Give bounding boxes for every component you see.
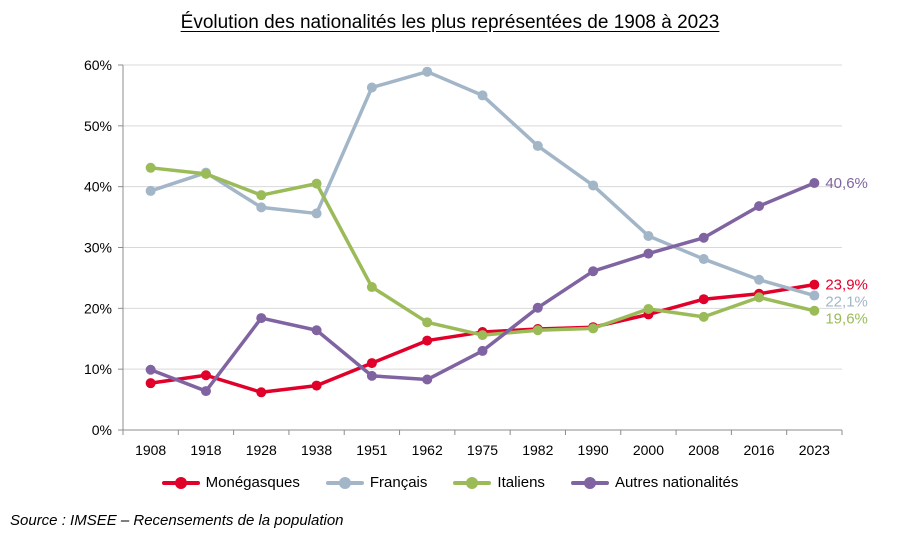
x-tick-label: 1975 bbox=[467, 442, 498, 458]
data-point bbox=[366, 82, 377, 93]
data-point bbox=[698, 294, 709, 305]
end-value-label: 19,6% bbox=[825, 311, 868, 328]
x-tick-label: 1951 bbox=[356, 442, 387, 458]
data-point bbox=[256, 202, 267, 213]
data-point bbox=[145, 185, 156, 196]
legend-swatch bbox=[325, 476, 364, 489]
x-tick-label: 1918 bbox=[190, 442, 221, 458]
chart-title: Évolution des nationalités les plus repr… bbox=[180, 12, 720, 33]
data-point bbox=[809, 178, 820, 189]
data-point bbox=[532, 140, 543, 151]
axes: 0% 10% 20% 30% 40% 50% 60% 1908 1918 1928 1938 1951… bbox=[84, 57, 843, 458]
data-point bbox=[532, 302, 543, 313]
data-point bbox=[422, 374, 433, 385]
x-tick-label: 1938 bbox=[301, 442, 332, 458]
legend-swatch bbox=[161, 476, 200, 489]
legend-item: Autres nationalités bbox=[570, 474, 739, 491]
end-labels: 40,6% 23,9%22,1%19,6% bbox=[825, 175, 868, 328]
end-value-label: 40,6% bbox=[825, 175, 868, 192]
x-tick-label: 2023 bbox=[799, 442, 830, 458]
legend-swatch bbox=[570, 476, 609, 489]
series-line bbox=[148, 69, 817, 298]
data-point bbox=[643, 230, 654, 241]
data-point bbox=[809, 305, 820, 316]
y-tick-label: 10% bbox=[84, 361, 112, 377]
source-note: Source : IMSEE – Recensements de la popu… bbox=[10, 512, 344, 529]
data-point bbox=[200, 386, 211, 397]
legend: Monégasques Français Italiens Autres nation… bbox=[0, 474, 900, 491]
y-tick-label: 40% bbox=[84, 179, 112, 195]
data-point bbox=[311, 380, 322, 391]
data-point bbox=[643, 248, 654, 259]
data-point bbox=[588, 323, 599, 334]
series-italiens bbox=[145, 162, 820, 341]
data-point bbox=[256, 313, 267, 324]
legend-item: Italiens bbox=[453, 474, 545, 491]
series-fran-ais bbox=[145, 66, 820, 301]
data-point bbox=[145, 364, 156, 375]
data-point bbox=[809, 279, 820, 290]
series-lines bbox=[145, 66, 820, 398]
data-point bbox=[422, 66, 433, 77]
data-point bbox=[311, 325, 322, 336]
data-point bbox=[422, 317, 433, 328]
x-tick-label: 2016 bbox=[743, 442, 774, 458]
legend-item: Français bbox=[325, 474, 428, 491]
data-point bbox=[809, 290, 820, 301]
x-tick-label: 2000 bbox=[633, 442, 664, 458]
data-point bbox=[145, 378, 156, 389]
gridlines bbox=[123, 64, 842, 370]
y-tick-label: 50% bbox=[84, 118, 112, 134]
x-tick-label: 1982 bbox=[522, 442, 553, 458]
data-point bbox=[754, 274, 765, 285]
data-point bbox=[643, 303, 654, 314]
data-point bbox=[200, 370, 211, 381]
y-tick-label: 20% bbox=[84, 300, 112, 316]
legend-label: Français bbox=[369, 474, 428, 491]
data-point bbox=[754, 292, 765, 303]
data-point bbox=[698, 232, 709, 243]
line-chart: 0% 10% 20% 30% 40% 50% 60% 1908 1918 1928 1938 1951… bbox=[84, 57, 868, 458]
data-point bbox=[754, 201, 765, 212]
legend-label: Autres nationalités bbox=[614, 474, 739, 491]
x-tick-label: 1928 bbox=[246, 442, 277, 458]
data-point bbox=[366, 282, 377, 293]
data-point bbox=[532, 325, 543, 336]
data-point bbox=[311, 178, 322, 189]
data-point bbox=[366, 370, 377, 381]
data-point bbox=[145, 162, 156, 173]
data-point bbox=[366, 358, 377, 369]
data-point bbox=[477, 90, 488, 101]
y-tick-label: 60% bbox=[84, 57, 112, 73]
data-point bbox=[422, 335, 433, 346]
x-tick-label: 2008 bbox=[688, 442, 719, 458]
end-value-label: 23,9% bbox=[825, 277, 868, 294]
x-tick-label: 1908 bbox=[135, 442, 166, 458]
y-tick-label: 30% bbox=[84, 240, 112, 256]
x-tick-label: 1962 bbox=[412, 442, 443, 458]
legend-swatch bbox=[453, 476, 492, 489]
series-line bbox=[148, 181, 817, 393]
end-value-label: 22,1% bbox=[825, 294, 868, 311]
data-point bbox=[200, 168, 211, 179]
x-tick-label: 1990 bbox=[578, 442, 609, 458]
data-point bbox=[311, 208, 322, 219]
data-point bbox=[588, 180, 599, 191]
data-point bbox=[477, 330, 488, 341]
data-point bbox=[698, 311, 709, 322]
legend-label: Italiens bbox=[497, 474, 545, 491]
data-point bbox=[256, 190, 267, 201]
data-point bbox=[256, 387, 267, 398]
data-point bbox=[477, 345, 488, 356]
series-autres-nationalit-s bbox=[145, 178, 820, 397]
legend-label: Monégasques bbox=[205, 474, 300, 491]
y-tick-label: 0% bbox=[92, 422, 112, 438]
legend-item: Monégasques bbox=[161, 474, 300, 491]
series-line bbox=[148, 166, 817, 337]
data-point bbox=[588, 266, 599, 277]
data-point bbox=[698, 254, 709, 265]
